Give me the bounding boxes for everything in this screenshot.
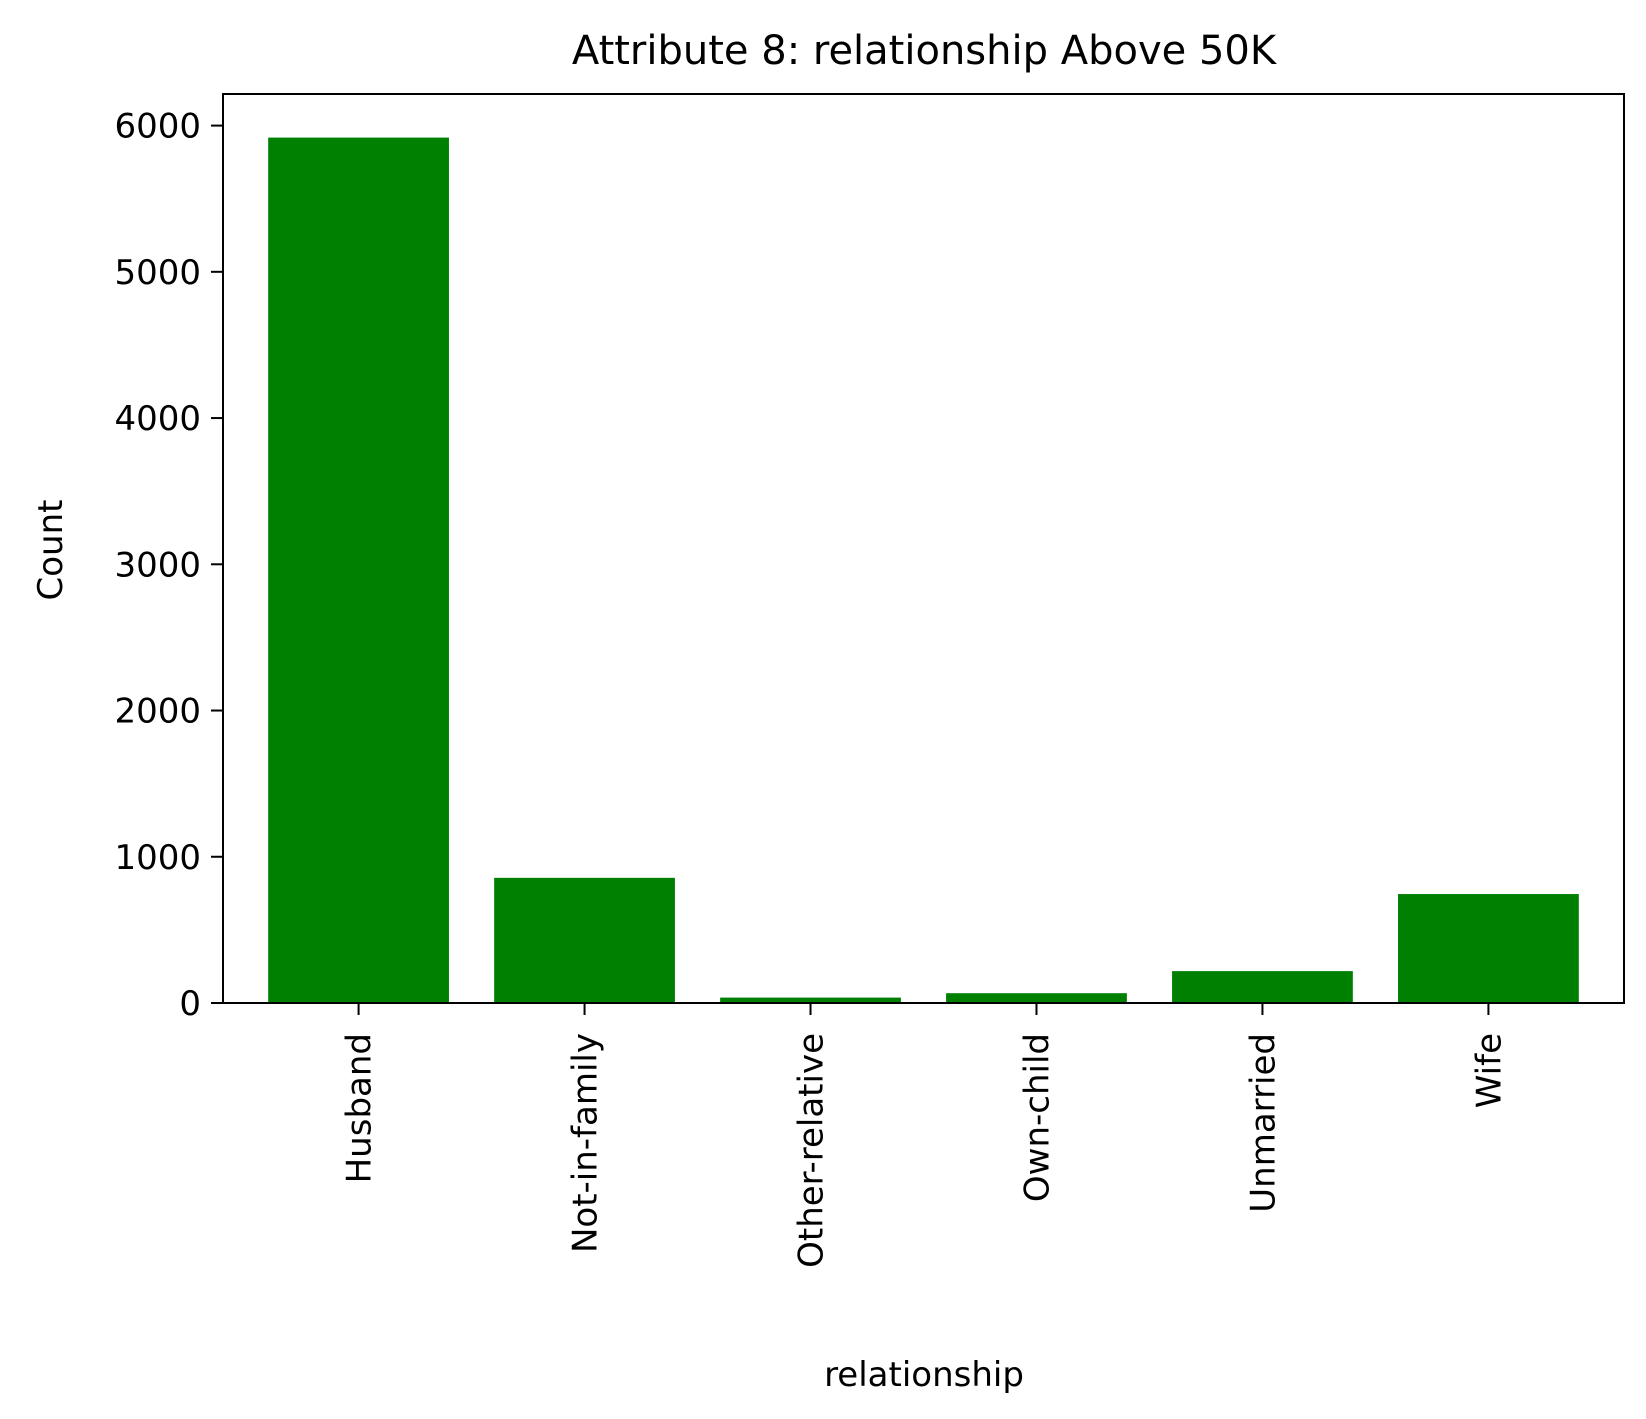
y-axis: 0 1000 2000 3000 4000 5000 6000 bbox=[114, 107, 223, 1024]
bar-wife bbox=[1398, 894, 1579, 1003]
x-tick-label: Other-relative bbox=[792, 1033, 832, 1268]
y-tick-label: 0 bbox=[179, 984, 201, 1024]
x-axis: Husband Not-in-family Other-relative Own-ch… bbox=[340, 1003, 1509, 1268]
plot-frame bbox=[222, 93, 1625, 1004]
bars-layer bbox=[268, 137, 1579, 1003]
chart-title: Attribute 8: relationship Above 50K bbox=[572, 28, 1278, 74]
y-axis-label: Count bbox=[31, 500, 71, 601]
bar-husband bbox=[268, 137, 449, 1003]
y-tick-label: 3000 bbox=[114, 545, 201, 585]
y-tick-label: 1000 bbox=[114, 838, 201, 878]
x-tick-label: Not-in-family bbox=[566, 1033, 606, 1253]
y-tick-label: 4000 bbox=[114, 399, 201, 439]
x-tick-label: Unmarried bbox=[1243, 1033, 1283, 1213]
x-axis-label: relationship bbox=[824, 1355, 1024, 1395]
y-tick-label: 5000 bbox=[114, 253, 201, 293]
bar-other-relative bbox=[720, 997, 901, 1003]
x-tick-label: Husband bbox=[340, 1033, 380, 1183]
y-tick-label: 6000 bbox=[114, 107, 201, 147]
bar-unmarried bbox=[1172, 971, 1353, 1003]
bar-own-child bbox=[946, 993, 1127, 1003]
x-tick-label: Own-child bbox=[1017, 1033, 1057, 1202]
bar-not-in-family bbox=[494, 877, 675, 1003]
y-tick-label: 2000 bbox=[114, 692, 201, 732]
x-tick-label: Wife bbox=[1469, 1033, 1509, 1108]
